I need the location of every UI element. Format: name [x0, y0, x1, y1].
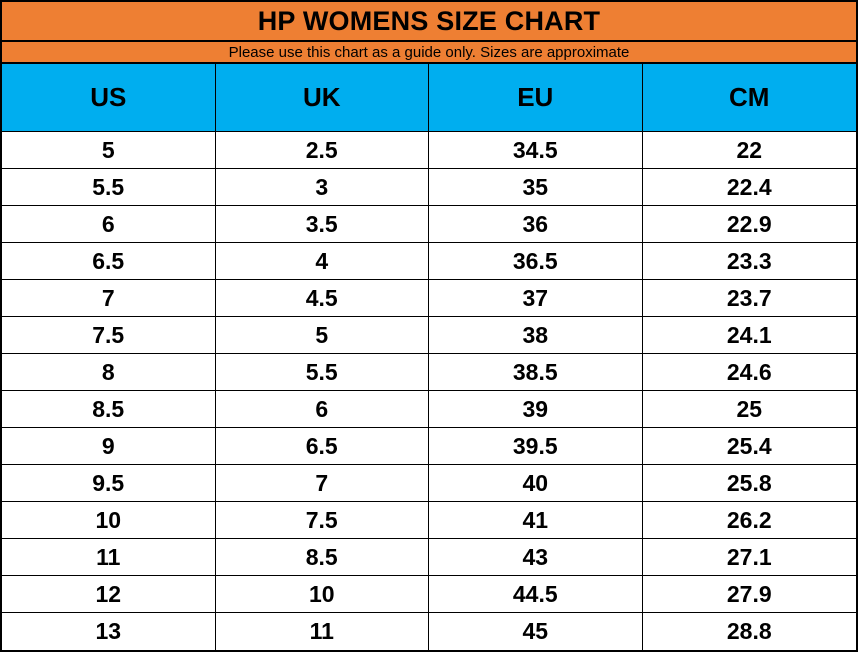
table-cell: 8.5: [2, 391, 216, 428]
table-cell: 43: [429, 539, 643, 576]
chart-title: HP WOMENS SIZE CHART: [2, 2, 856, 42]
table-cell: 24.1: [642, 317, 856, 354]
column-header-us: US: [2, 64, 216, 132]
table-cell: 45: [429, 613, 643, 650]
table-cell: 24.6: [642, 354, 856, 391]
table-cell: 28.8: [642, 613, 856, 650]
table-cell: 4: [215, 243, 429, 280]
table-cell: 11: [215, 613, 429, 650]
table-cell: 25.8: [642, 465, 856, 502]
size-table: US UK EU CM 5 2.5 34.5 22 5.5 3 35 22.4 6 3.5 36 22.9 6.…: [2, 64, 856, 650]
table-cell: 4.5: [215, 280, 429, 317]
table-cell: 2.5: [215, 132, 429, 169]
table-cell: 8: [2, 354, 216, 391]
table-cell: 13: [2, 613, 216, 650]
table-cell: 7.5: [2, 317, 216, 354]
table-cell: 39.5: [429, 428, 643, 465]
table-cell: 40: [429, 465, 643, 502]
table-cell: 41: [429, 502, 643, 539]
table-cell: 27.1: [642, 539, 856, 576]
table-cell: 12: [2, 576, 216, 613]
chart-subtitle: Please use this chart as a guide only. S…: [2, 42, 856, 64]
table-cell: 9.5: [2, 465, 216, 502]
table-cell: 25.4: [642, 428, 856, 465]
table-cell: 11: [2, 539, 216, 576]
table-cell: 23.3: [642, 243, 856, 280]
table-cell: 39: [429, 391, 643, 428]
table-cell: 38: [429, 317, 643, 354]
table-cell: 36: [429, 206, 643, 243]
table-cell: 6.5: [215, 428, 429, 465]
table-cell: 22.4: [642, 169, 856, 206]
table-cell: 3: [215, 169, 429, 206]
table-cell: 27.9: [642, 576, 856, 613]
table-cell: 23.7: [642, 280, 856, 317]
table-cell: 37: [429, 280, 643, 317]
table-cell: 44.5: [429, 576, 643, 613]
table-cell: 5: [2, 132, 216, 169]
table-cell: 10: [2, 502, 216, 539]
table-cell: 25: [642, 391, 856, 428]
table-cell: 6: [2, 206, 216, 243]
table-cell: 7: [2, 280, 216, 317]
table-cell: 5.5: [2, 169, 216, 206]
table-cell: 38.5: [429, 354, 643, 391]
table-cell: 22: [642, 132, 856, 169]
column-header-uk: UK: [215, 64, 429, 132]
table-cell: 35: [429, 169, 643, 206]
table-cell: 3.5: [215, 206, 429, 243]
column-header-eu: EU: [429, 64, 643, 132]
table-cell: 5: [215, 317, 429, 354]
column-header-cm: CM: [642, 64, 856, 132]
table-cell: 22.9: [642, 206, 856, 243]
table-cell: 6.5: [2, 243, 216, 280]
table-cell: 8.5: [215, 539, 429, 576]
table-cell: 9: [2, 428, 216, 465]
table-cell: 34.5: [429, 132, 643, 169]
table-cell: 7: [215, 465, 429, 502]
table-cell: 6: [215, 391, 429, 428]
table-cell: 5.5: [215, 354, 429, 391]
table-cell: 26.2: [642, 502, 856, 539]
table-cell: 36.5: [429, 243, 643, 280]
table-cell: 7.5: [215, 502, 429, 539]
table-cell: 10: [215, 576, 429, 613]
